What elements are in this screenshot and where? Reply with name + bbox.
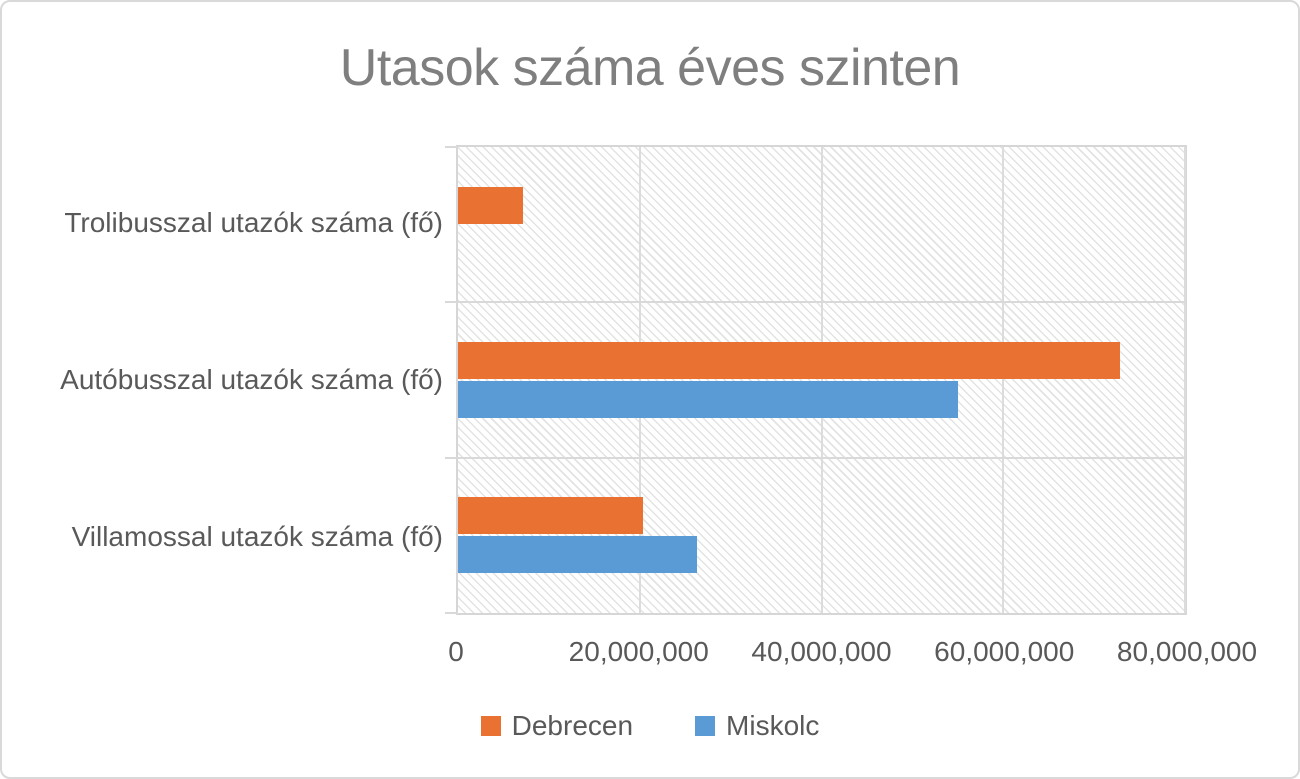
x-tick-label: 80,000,000	[1116, 636, 1258, 667]
bar-debrecen[interactable]	[458, 186, 523, 224]
bar-miskolc[interactable]	[458, 536, 697, 574]
category-label: Autóbusszal utazók száma (fő)	[60, 363, 443, 395]
bar-debrecen[interactable]	[458, 341, 1121, 379]
x-gridline	[1184, 147, 1186, 613]
y-axis-tick-mark	[445, 146, 458, 148]
x-tick-label: 60,000,000	[934, 636, 1075, 667]
category-separator-line	[458, 301, 1185, 304]
x-gridline	[1002, 147, 1005, 613]
category-label: Villamossal utazók száma (fő)	[71, 520, 443, 552]
plot-area	[445, 145, 1187, 615]
x-axis-tick-labels: 0 20,000,000 40,000,000 60,000,000 80,000,00…	[448, 636, 1257, 672]
y-axis-tick-mark	[445, 612, 458, 614]
legend-item-miskolc[interactable]: Miskolc	[695, 710, 819, 742]
x-tick-label: 0	[448, 636, 464, 667]
category-separator-line	[458, 456, 1185, 459]
category-band	[458, 458, 1185, 613]
chart-title: Utasok száma éves szinten	[339, 39, 961, 97]
legend-item-debrecen[interactable]: Debrecen	[480, 710, 634, 742]
category-label: Trolibusszal utazók száma (fő)	[64, 207, 443, 239]
x-gridline	[638, 147, 641, 613]
legend-label: Debrecen	[511, 710, 634, 741]
x-tick-label: 40,000,000	[751, 636, 892, 667]
x-gridline	[820, 147, 823, 613]
y-axis-tick-mark	[445, 301, 458, 304]
legend-swatch	[480, 716, 501, 736]
legend-label: Miskolc	[726, 710, 820, 741]
x-tick-label: 20,000,000	[568, 636, 709, 667]
y-axis-tick-mark	[445, 456, 458, 459]
bar-debrecen[interactable]	[458, 497, 644, 535]
bar-miskolc[interactable]	[458, 380, 958, 418]
y-axis-category-labels: Trolibusszal utazók száma (fő) Autóbussza…	[2, 145, 443, 615]
legend-swatch	[695, 716, 716, 736]
category-band	[458, 302, 1185, 457]
legend: Debrecen Miskolc	[2, 710, 1298, 742]
category-band	[458, 147, 1185, 302]
